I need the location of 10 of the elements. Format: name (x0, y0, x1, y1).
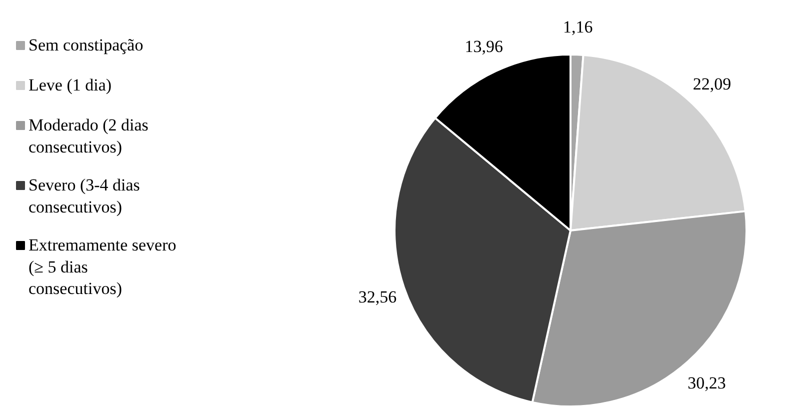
data-label: 22,09 (692, 74, 732, 94)
legend-label: Leve (1 dia) (28, 76, 112, 94)
data-label: 1,16 (563, 18, 593, 37)
legend-label: Sem constipação (28, 36, 144, 54)
data-label: 30,23 (688, 373, 726, 392)
legend-label: Extremamente severo (≥ 5 dias consecutivos) (28, 236, 176, 298)
data-label: 32,56 (358, 287, 397, 306)
legend-label: Severo (3-4 dias consecutivos) (28, 176, 140, 216)
legend-label: Moderado (2 dias consecutivos) (28, 116, 148, 156)
data-label: 13,96 (464, 36, 503, 56)
